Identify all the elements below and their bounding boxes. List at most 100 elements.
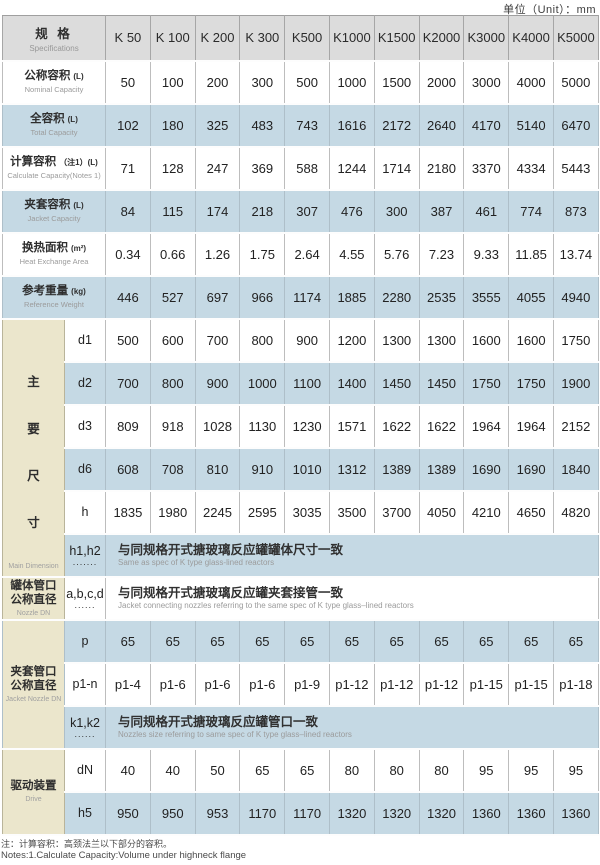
spec-value-cell: 1622: [418, 403, 465, 449]
spec-value-cell: 1835: [105, 489, 151, 535]
spec-value-cell: 809: [105, 403, 151, 449]
row-en: Calculate Capacity(Notes 1): [7, 171, 101, 180]
spec-value-cell: 115: [149, 188, 196, 234]
sub-label-h1h2-text: h1,h2: [69, 544, 101, 558]
column-header-model: K4000: [508, 15, 554, 62]
spec-value-cell: 1170: [239, 790, 286, 836]
spec-value-cell: 3370: [463, 145, 510, 191]
table-header-row: 规 格 Specifications K 50 K 100 K 200 K 300 K5…: [1, 15, 599, 62]
row-d3: d3 809 918 1028 1130 1230 1571 1622 1622 1964 196…: [2, 403, 599, 449]
row-label-reference-weight: 参考重量 (kg) Reference Weight: [1, 274, 107, 320]
spec-value-cell: p1-6: [239, 661, 286, 707]
spec-value-cell: 1000: [239, 360, 286, 406]
sub-label-h1h2: h1,h2 .......: [63, 532, 107, 578]
sub-label-d6: d6: [63, 446, 107, 492]
spec-value-cell: 1200: [329, 317, 375, 363]
spec-value-cell: 4650: [508, 489, 554, 535]
spec-value-cell: 910: [239, 446, 286, 492]
spec-value-cell: 1840: [552, 446, 599, 492]
group-nozzle-dn-en: Nozzle DN: [16, 609, 51, 617]
spec-value-cell: 1230: [284, 403, 330, 449]
spec-value-cell: 873: [552, 188, 599, 234]
row-label-heat-exchange-area: 换热面积 (m²) Heat Exchange Area: [1, 231, 107, 277]
sub-label-k1k2: k1,k2 ......: [63, 704, 107, 750]
spec-value-cell: 65: [284, 747, 330, 793]
sub-label-h: h: [63, 489, 107, 535]
group-jacket-nozzle-dn: 夹套管口 公称直径 Jacket Nozzle DN: [2, 618, 65, 750]
spec-value-cell: 4210: [463, 489, 510, 535]
row-total-capacity: 全容积 (L) Total Capacity 102 180 325 483 743 161…: [1, 102, 599, 148]
spec-value-cell: 1885: [329, 274, 375, 320]
spec-value-cell: 325: [194, 102, 241, 148]
merged-note-abcd-en: Jacket connecting nozzles referring to t…: [118, 600, 414, 610]
spec-value-cell: 1100: [284, 360, 330, 406]
row-p: 夹套管口 公称直径 Jacket Nozzle DN p 65 65 65 65 65 6…: [2, 618, 599, 750]
row-calculate-capacity: 计算容积 （注1）(L) Calculate Capacity(Notes 1) …: [1, 145, 599, 191]
spec-value-cell: 180: [149, 102, 196, 148]
column-header-model: K 100: [149, 15, 196, 62]
spec-value-cell: 483: [239, 102, 286, 148]
spec-value-cell: 900: [284, 317, 330, 363]
spec-value-cell: 1320: [329, 790, 375, 836]
spec-value-cell: 4334: [508, 145, 554, 191]
spec-value-cell: 1010: [284, 446, 330, 492]
spec-value-cell: 65: [418, 618, 465, 664]
spec-value-cell: 1450: [373, 360, 420, 406]
spec-value-cell: 6470: [552, 102, 599, 148]
spec-value-cell: 200: [194, 59, 241, 105]
spec-value-cell: 446: [105, 274, 151, 320]
row-heat-exchange-area: 换热面积 (m²) Heat Exchange Area 0.34 0.66 1.26…: [1, 231, 599, 277]
spec-value-cell: 3035: [284, 489, 330, 535]
spec-value-cell: 1.26: [194, 231, 241, 277]
spec-value-cell: 1622: [373, 403, 420, 449]
row-zh: 参考重量: [22, 285, 69, 297]
spec-value-cell: 50: [105, 59, 151, 105]
spec-value-cell: 247: [194, 145, 241, 191]
spec-value-cell: 65: [552, 618, 599, 664]
spec-value-cell: 95: [463, 747, 510, 793]
spec-value-cell: 65: [463, 618, 510, 664]
row-d2: d2 700 800 900 1000 1100 1400 1450 1450 1750 1750…: [2, 360, 599, 406]
spec-value-cell: 3700: [373, 489, 420, 535]
spec-value-cell: 708: [149, 446, 196, 492]
spec-value-cell: 1900: [552, 360, 599, 406]
unit-label: 单位（Unit）：mm: [503, 4, 596, 16]
spec-value-cell: 800: [149, 360, 196, 406]
spec-value-cell: 2535: [418, 274, 465, 320]
row-reference-weight: 参考重量 (kg) Reference Weight 446 527 697 966 11…: [1, 274, 599, 320]
row-zh: 公称容积: [24, 70, 71, 82]
merged-note-k1k2-zh: 与同规格开式搪玻璃反应罐管口一致: [118, 714, 319, 729]
group-main-dimension: 主要尺寸 Main Dimension: [2, 317, 65, 578]
spec-value-cell: p1-9: [284, 661, 330, 707]
spec-value-cell: 1.75: [239, 231, 286, 277]
row-label-total-capacity: 全容积 (L) Total Capacity: [1, 102, 107, 148]
spec-value-cell: 5140: [508, 102, 554, 148]
reactor-spec-table: 规 格 Specifications K 50 K 100 K 200 K 300 K5…: [1, 15, 599, 836]
spec-value-cell: 476: [329, 188, 375, 234]
spec-value-cell: p1-15: [463, 661, 510, 707]
group-jacket-nozzle-dn-zh: 夹套管口 公称直径: [10, 665, 57, 692]
spec-value-cell: 1170: [284, 790, 330, 836]
spec-value-cell: 800: [239, 317, 286, 363]
row-d1: 主要尺寸 Main Dimension d1 500 600 700 800 900 12…: [2, 317, 599, 578]
spec-value-cell: p1-4: [105, 661, 151, 707]
spec-value-cell: 387: [418, 188, 465, 234]
spec-value-cell: 1690: [463, 446, 510, 492]
spec-value-cell: 4940: [552, 274, 599, 320]
row-en: Heat Exchange Area: [19, 257, 89, 266]
row-label-calculate-capacity: 计算容积 （注1）(L) Calculate Capacity(Notes 1): [1, 145, 107, 191]
spec-value-cell: 1028: [194, 403, 241, 449]
row-abcd: 罐体管口 公称直径 Nozzle DN a,b,c,d ...... 与同规格开…: [2, 575, 599, 621]
spec-value-cell: 307: [284, 188, 330, 234]
group-jacket-nozzle-dn-en: Jacket Nozzle DN: [5, 695, 62, 703]
row-h1h2: h1,h2 ....... 与同规格开式搪玻璃反应罐罐体尺寸一致 Same as…: [2, 532, 599, 578]
spec-value-cell: 608: [105, 446, 151, 492]
spec-value-cell: 102: [105, 102, 151, 148]
spec-value-cell: 1360: [463, 790, 510, 836]
group-drive: 驱动装置 Drive: [2, 747, 65, 836]
spec-value-cell: p1-12: [418, 661, 465, 707]
spec-value-cell: 3555: [463, 274, 510, 320]
spec-value-cell: p1-18: [552, 661, 599, 707]
spec-value-cell: 5.76: [373, 231, 420, 277]
